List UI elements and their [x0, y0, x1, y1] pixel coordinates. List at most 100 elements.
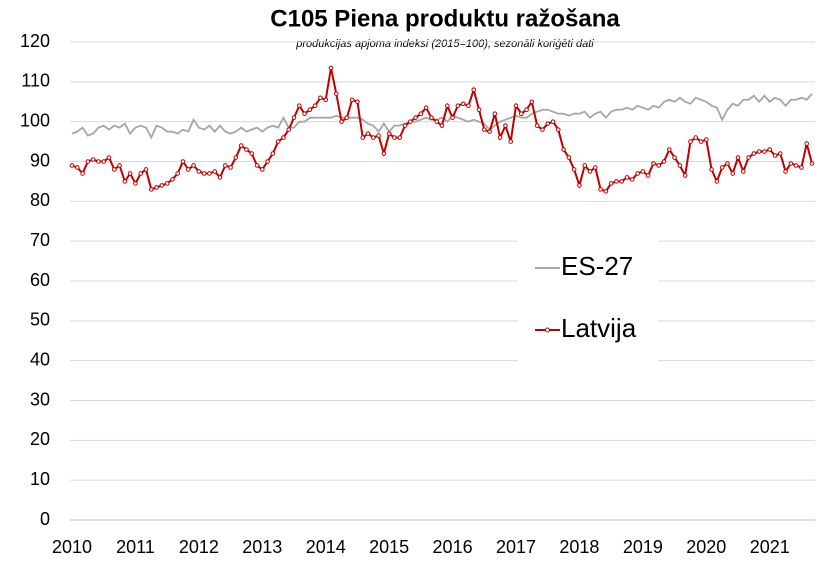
- point: [355, 99, 360, 105]
- point: [249, 151, 255, 156]
- point: [439, 123, 445, 128]
- y-tick-label: 90: [30, 150, 50, 170]
- point: [111, 167, 117, 172]
- point: [788, 161, 794, 166]
- point: [185, 167, 191, 172]
- point: [762, 149, 767, 154]
- point: [259, 167, 265, 172]
- chart-subtitle: produkcijas apjoma indeksi (2015=100), s…: [295, 37, 594, 50]
- point: [434, 119, 440, 124]
- point: [418, 111, 424, 116]
- point: [751, 151, 757, 156]
- point: [777, 151, 783, 156]
- point: [698, 139, 704, 144]
- point: [651, 161, 656, 166]
- point: [360, 135, 366, 140]
- point: [725, 161, 730, 166]
- point: [429, 115, 434, 120]
- series-line: [71, 93, 813, 140]
- point: [793, 163, 799, 168]
- point: [740, 169, 746, 174]
- point: [587, 169, 593, 174]
- point: [291, 115, 297, 120]
- point: [529, 99, 535, 105]
- point: [455, 103, 461, 109]
- point: [238, 143, 244, 148]
- point: [349, 97, 355, 103]
- point: [164, 181, 170, 186]
- point: [540, 127, 545, 132]
- point: [487, 129, 492, 134]
- point: [756, 149, 762, 154]
- point: [799, 165, 804, 170]
- x-tick-label: 2013: [242, 537, 282, 557]
- y-tick-label: 10: [30, 469, 50, 489]
- point: [333, 91, 339, 97]
- point: [312, 103, 318, 109]
- point: [460, 101, 466, 107]
- x-tick-label: 2011: [116, 537, 155, 557]
- point: [624, 175, 630, 180]
- point: [682, 173, 688, 178]
- y-tick-label: 50: [30, 310, 50, 330]
- point: [270, 151, 276, 156]
- point: [376, 133, 381, 138]
- point: [201, 171, 207, 176]
- point: [471, 87, 477, 93]
- point: [645, 173, 651, 178]
- point: [275, 139, 281, 144]
- point: [318, 95, 323, 101]
- point: [476, 107, 482, 113]
- point: [286, 127, 292, 132]
- point: [180, 159, 186, 164]
- point: [466, 103, 471, 109]
- point: [783, 169, 788, 174]
- point: [122, 179, 128, 184]
- point: [397, 135, 403, 140]
- point: [513, 103, 519, 109]
- point: [244, 147, 249, 152]
- point: [619, 179, 625, 184]
- point: [524, 107, 529, 113]
- x-tick-label: 2020: [686, 537, 726, 557]
- point: [709, 167, 714, 172]
- point: [148, 187, 154, 192]
- point: [688, 139, 693, 144]
- point: [133, 181, 138, 186]
- point: [730, 171, 736, 176]
- point: [254, 163, 260, 168]
- legend-label: Latvija: [561, 313, 637, 343]
- point: [545, 121, 551, 126]
- point: [143, 167, 149, 172]
- point: [302, 111, 307, 116]
- point: [344, 115, 350, 120]
- point: [571, 167, 577, 172]
- point: [265, 159, 270, 164]
- point: [127, 171, 133, 176]
- point: [534, 123, 540, 128]
- point: [735, 155, 741, 160]
- point: [592, 165, 598, 170]
- point: [339, 119, 344, 124]
- point: [80, 171, 85, 176]
- point: [550, 119, 556, 124]
- legend-marker: [545, 327, 550, 333]
- point: [381, 151, 387, 156]
- point: [666, 147, 672, 152]
- point: [693, 135, 699, 140]
- y-tick-label: 40: [30, 349, 50, 369]
- y-tick-label: 20: [30, 429, 50, 449]
- point: [307, 107, 313, 113]
- legend-label: ES-27: [561, 251, 633, 281]
- point: [661, 159, 667, 164]
- point: [196, 169, 202, 174]
- x-tick-label: 2018: [559, 537, 599, 557]
- y-tick-label: 60: [30, 270, 50, 290]
- point: [74, 165, 80, 170]
- point: [413, 115, 418, 120]
- x-tick-label: 2014: [306, 537, 346, 557]
- y-tick-label: 0: [40, 509, 50, 529]
- y-tick-label: 100: [20, 110, 50, 130]
- point: [69, 163, 75, 168]
